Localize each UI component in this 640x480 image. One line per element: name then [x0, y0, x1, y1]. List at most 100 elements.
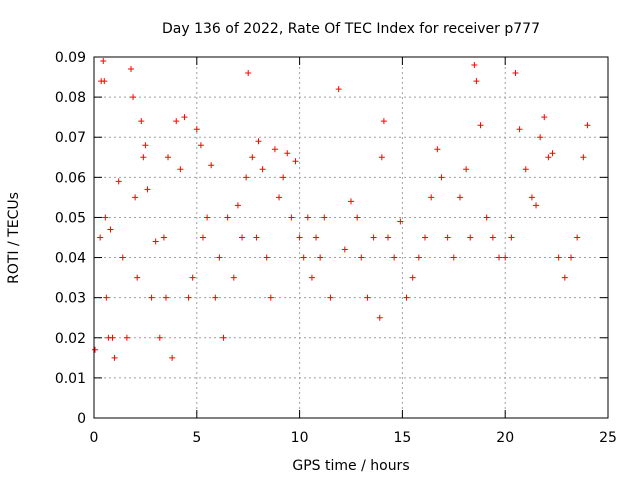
- data-point: [561, 274, 568, 281]
- y-axis-label: ROTI / TECUs: [6, 192, 22, 284]
- data-point: [107, 226, 114, 233]
- y-tick-label: 0.02: [55, 331, 86, 347]
- data-point: [111, 354, 118, 361]
- data-point: [522, 166, 529, 173]
- data-point: [385, 234, 392, 241]
- data-point: [471, 62, 478, 69]
- data-point: [193, 126, 200, 133]
- data-point: [169, 354, 176, 361]
- data-point: [134, 274, 141, 281]
- data-point: [313, 234, 320, 241]
- data-point: [220, 334, 227, 341]
- data-point: [415, 254, 422, 261]
- data-point: [288, 214, 295, 221]
- data-point: [304, 214, 311, 221]
- data-point: [348, 198, 354, 205]
- data-point: [567, 254, 574, 261]
- data-point: [152, 238, 159, 245]
- data-point: [280, 174, 287, 181]
- data-point: [142, 142, 149, 149]
- data-point: [308, 274, 315, 281]
- data-point: [185, 294, 192, 301]
- y-tick-label: 0.06: [55, 170, 86, 186]
- data-point: [450, 254, 457, 261]
- data-point: [537, 134, 544, 141]
- data-point: [109, 334, 116, 341]
- data-point: [444, 234, 451, 241]
- data-point: [370, 234, 377, 241]
- data-point: [438, 174, 445, 181]
- y-tick-label: 0.07: [55, 130, 86, 146]
- data-point: [483, 214, 490, 221]
- data-point: [489, 234, 496, 241]
- data-point: [409, 274, 416, 281]
- y-tick-label: 0.09: [55, 50, 86, 66]
- data-point: [255, 138, 262, 145]
- data-point: [284, 150, 291, 157]
- x-axis-label: GPS time / hours: [292, 458, 409, 474]
- data-point: [199, 234, 206, 241]
- axis-ticks: 0 0.01 0.02 0.03 0.04 0.05 0.06 0.07 0.08 0.09 0 5 1…: [55, 50, 617, 446]
- chart-title: Day 136 of 2022, Rate Of TEC Index for r…: [162, 21, 540, 37]
- data-point: [341, 246, 348, 253]
- x-tick-label: 5: [192, 430, 201, 446]
- data-point: [253, 234, 260, 241]
- data-point: [496, 254, 503, 261]
- data-point: [428, 194, 435, 201]
- x-tick-label: 15: [393, 430, 411, 446]
- data-point: [148, 294, 155, 301]
- data-point: [580, 154, 587, 161]
- data-point: [177, 166, 184, 173]
- data-point: [533, 202, 540, 209]
- data-point: [555, 254, 562, 261]
- data-point: [189, 274, 196, 281]
- x-tick-label: 20: [496, 430, 514, 446]
- data-point: [224, 214, 231, 221]
- data-point: [102, 214, 109, 221]
- data-point: [473, 78, 480, 85]
- data-point: [378, 154, 385, 161]
- data-point: [528, 194, 535, 201]
- data-point: [212, 294, 219, 301]
- data-point: [165, 154, 172, 161]
- y-tick-label: 0: [77, 411, 86, 427]
- data-point: [271, 146, 278, 153]
- data-point: [545, 154, 552, 161]
- y-tick-label: 0.03: [55, 291, 86, 307]
- data-point: [156, 334, 163, 341]
- data-point: [467, 234, 474, 241]
- grid-lines: [94, 57, 608, 418]
- data-point: [321, 214, 328, 221]
- data-point: [119, 254, 126, 261]
- y-tick-label: 0.04: [55, 251, 86, 267]
- x-tick-label: 25: [599, 430, 617, 446]
- data-point: [249, 154, 256, 161]
- data-point: [549, 150, 556, 157]
- data-point: [463, 166, 470, 173]
- data-point: [541, 114, 548, 121]
- data-point: [477, 122, 484, 129]
- data-point: [403, 294, 410, 301]
- data-point: [584, 122, 591, 129]
- data-point: [204, 214, 211, 221]
- data-point: [296, 234, 303, 241]
- data-point: [230, 274, 237, 281]
- data-point: [181, 114, 188, 121]
- data-point: [130, 94, 137, 101]
- data-point: [276, 194, 283, 201]
- data-point: [259, 166, 266, 173]
- plot-frame: [93, 56, 609, 419]
- data-point: [115, 178, 122, 185]
- data-point: [434, 146, 441, 153]
- data-point: [239, 234, 246, 241]
- data-point: [574, 234, 581, 241]
- data-point: [300, 254, 307, 261]
- data-point: [317, 254, 324, 261]
- data-point: [144, 186, 151, 193]
- data-point: [162, 294, 169, 301]
- data-point: [101, 78, 108, 85]
- data-point: [422, 234, 429, 241]
- data-point: [354, 214, 361, 221]
- data-point: [216, 254, 223, 261]
